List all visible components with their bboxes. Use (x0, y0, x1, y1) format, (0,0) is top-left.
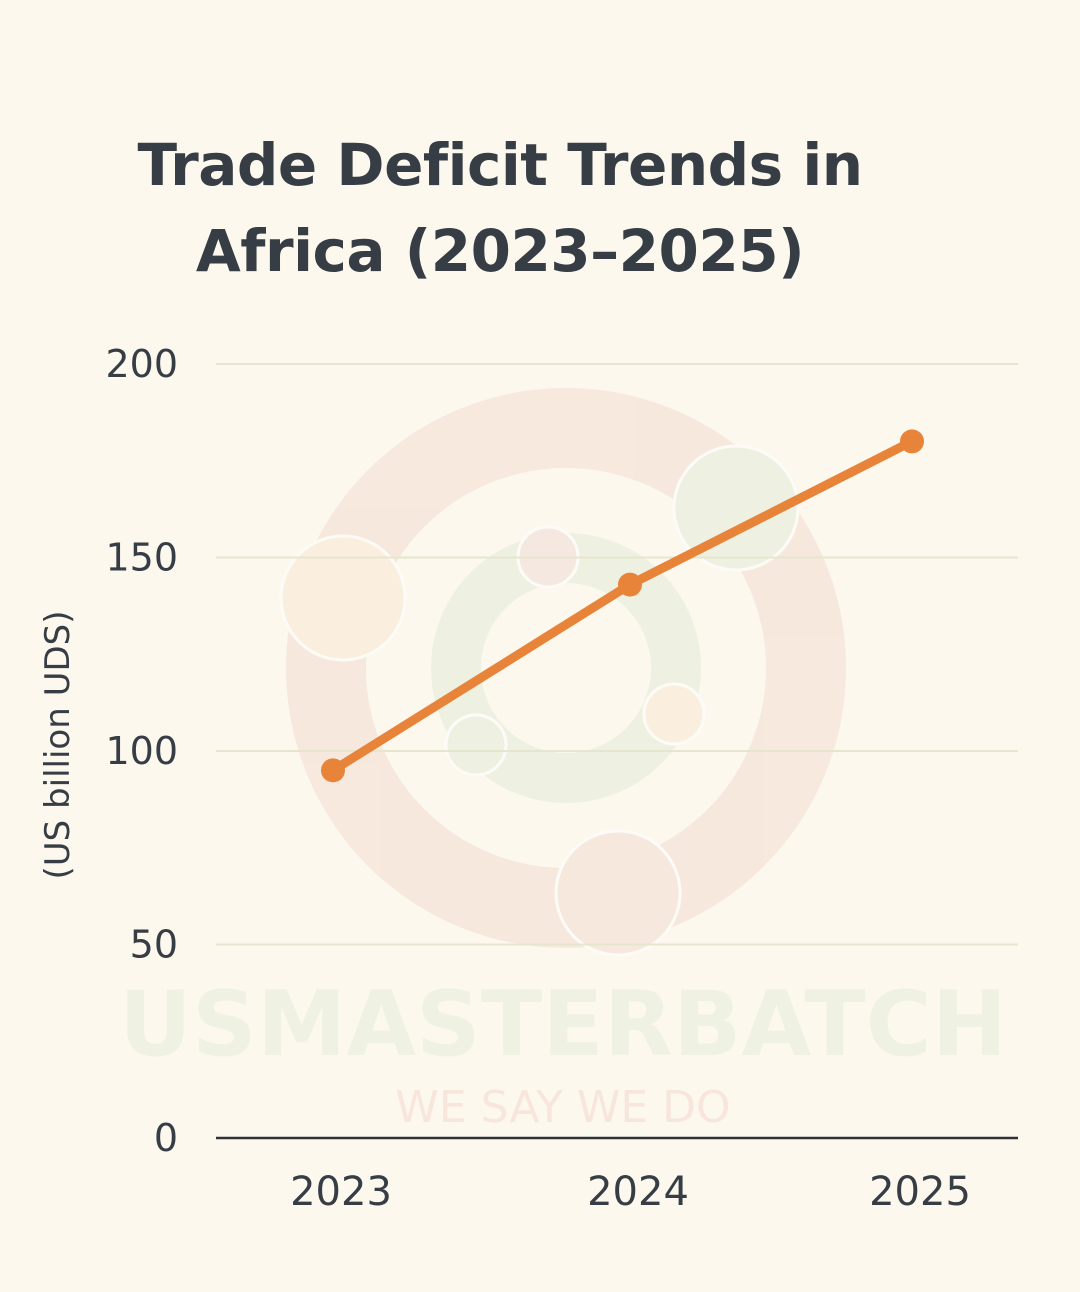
y-tick-label: 100 (105, 729, 178, 773)
y-tick-label: 200 (105, 342, 178, 386)
watermark-tagline: WE SAY WE DO (395, 1082, 730, 1133)
x-tick-labels: 2023 2024 2025 (290, 1169, 971, 1215)
grid (216, 363, 1018, 1140)
y-tick-label: 50 (130, 923, 178, 967)
series (321, 429, 924, 783)
watermark-brand: USMASTERBATCH (119, 972, 1007, 1077)
x-tick-label: 2023 (290, 1169, 392, 1215)
chart-title-line-2: Africa (2023–2025) (195, 217, 805, 285)
x-tick-label: 2024 (587, 1169, 689, 1215)
chart-title: Trade Deficit Trends in Africa (2023–202… (0, 122, 1000, 294)
data-point (321, 758, 345, 783)
y-tick-labels: 0 50 100 150 200 (105, 342, 178, 1160)
chart-title-line-1: Trade Deficit Trends in (137, 131, 863, 199)
data-point (900, 429, 924, 454)
watermark-logo: USMASTERBATCH WE SAY WE DO (119, 388, 1007, 1133)
x-tick-label: 2025 (869, 1169, 971, 1215)
data-point (618, 572, 642, 597)
y-tick-label: 150 (105, 536, 178, 580)
y-tick-label: 0 (154, 1116, 178, 1160)
